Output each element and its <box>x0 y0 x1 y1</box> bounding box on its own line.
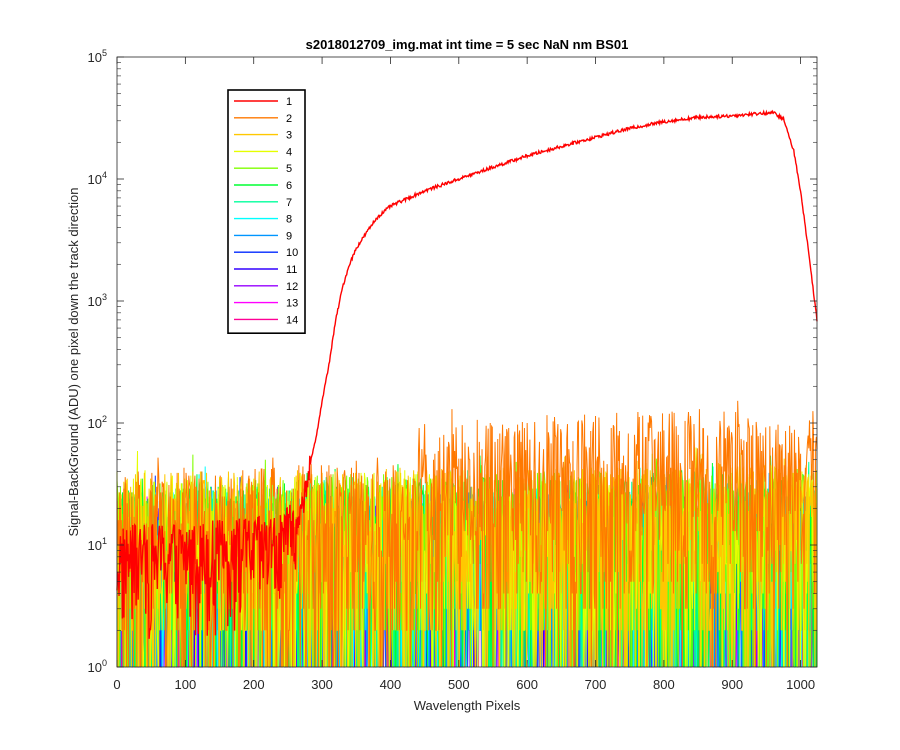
y-tick-label: 100 <box>88 658 107 675</box>
x-tick-label: 900 <box>721 677 743 692</box>
series-layer <box>116 109 818 668</box>
plot-border <box>116 56 818 668</box>
x-axis-label: Wavelength Pixels <box>414 698 521 713</box>
legend-label-10: 10 <box>286 247 298 259</box>
x-tick-label: 200 <box>243 677 265 692</box>
x-tick-label: 400 <box>380 677 402 692</box>
legend-label-12: 12 <box>286 281 298 293</box>
legend-label-11: 11 <box>286 264 297 276</box>
y-tick-label: 102 <box>88 414 107 431</box>
x-tick-label: 700 <box>585 677 607 692</box>
legend-label-4: 4 <box>286 146 292 158</box>
x-tick-label: 600 <box>516 677 538 692</box>
legend-label-14: 14 <box>286 314 298 326</box>
y-tick-label: 104 <box>88 170 107 187</box>
legend-label-6: 6 <box>286 180 292 192</box>
legend-label-1: 1 <box>286 96 292 108</box>
y-tick-label: 103 <box>88 292 107 309</box>
y-tick-label: 101 <box>88 536 107 553</box>
chart-title: s2018012709_img.mat int time = 5 sec NaN… <box>306 37 629 52</box>
ticks-layer: 0 100 200 300 400 500 600 700 800 900 100010010110… <box>88 48 817 692</box>
series-line-3 <box>116 453 818 668</box>
x-tick-label: 300 <box>311 677 333 692</box>
legend-label-9: 9 <box>286 230 292 242</box>
y-tick-label: 105 <box>88 48 107 65</box>
legend-label-2: 2 <box>286 113 292 125</box>
x-tick-label: 500 <box>448 677 470 692</box>
legend-label-3: 3 <box>286 130 292 142</box>
series-line-1 <box>116 109 818 639</box>
y-axis-label: Signal-BackGround (ADU) one pixel down t… <box>66 187 81 536</box>
legend-label-5: 5 <box>286 163 292 175</box>
x-tick-label: 1000 <box>786 677 815 692</box>
legend-label-7: 7 <box>286 197 292 209</box>
x-tick-label: 0 <box>113 677 120 692</box>
legend-box <box>227 89 306 334</box>
x-tick-label: 100 <box>175 677 197 692</box>
legend-label-13: 13 <box>286 298 298 310</box>
legend-label-8: 8 <box>286 214 292 226</box>
x-tick-label: 800 <box>653 677 675 692</box>
